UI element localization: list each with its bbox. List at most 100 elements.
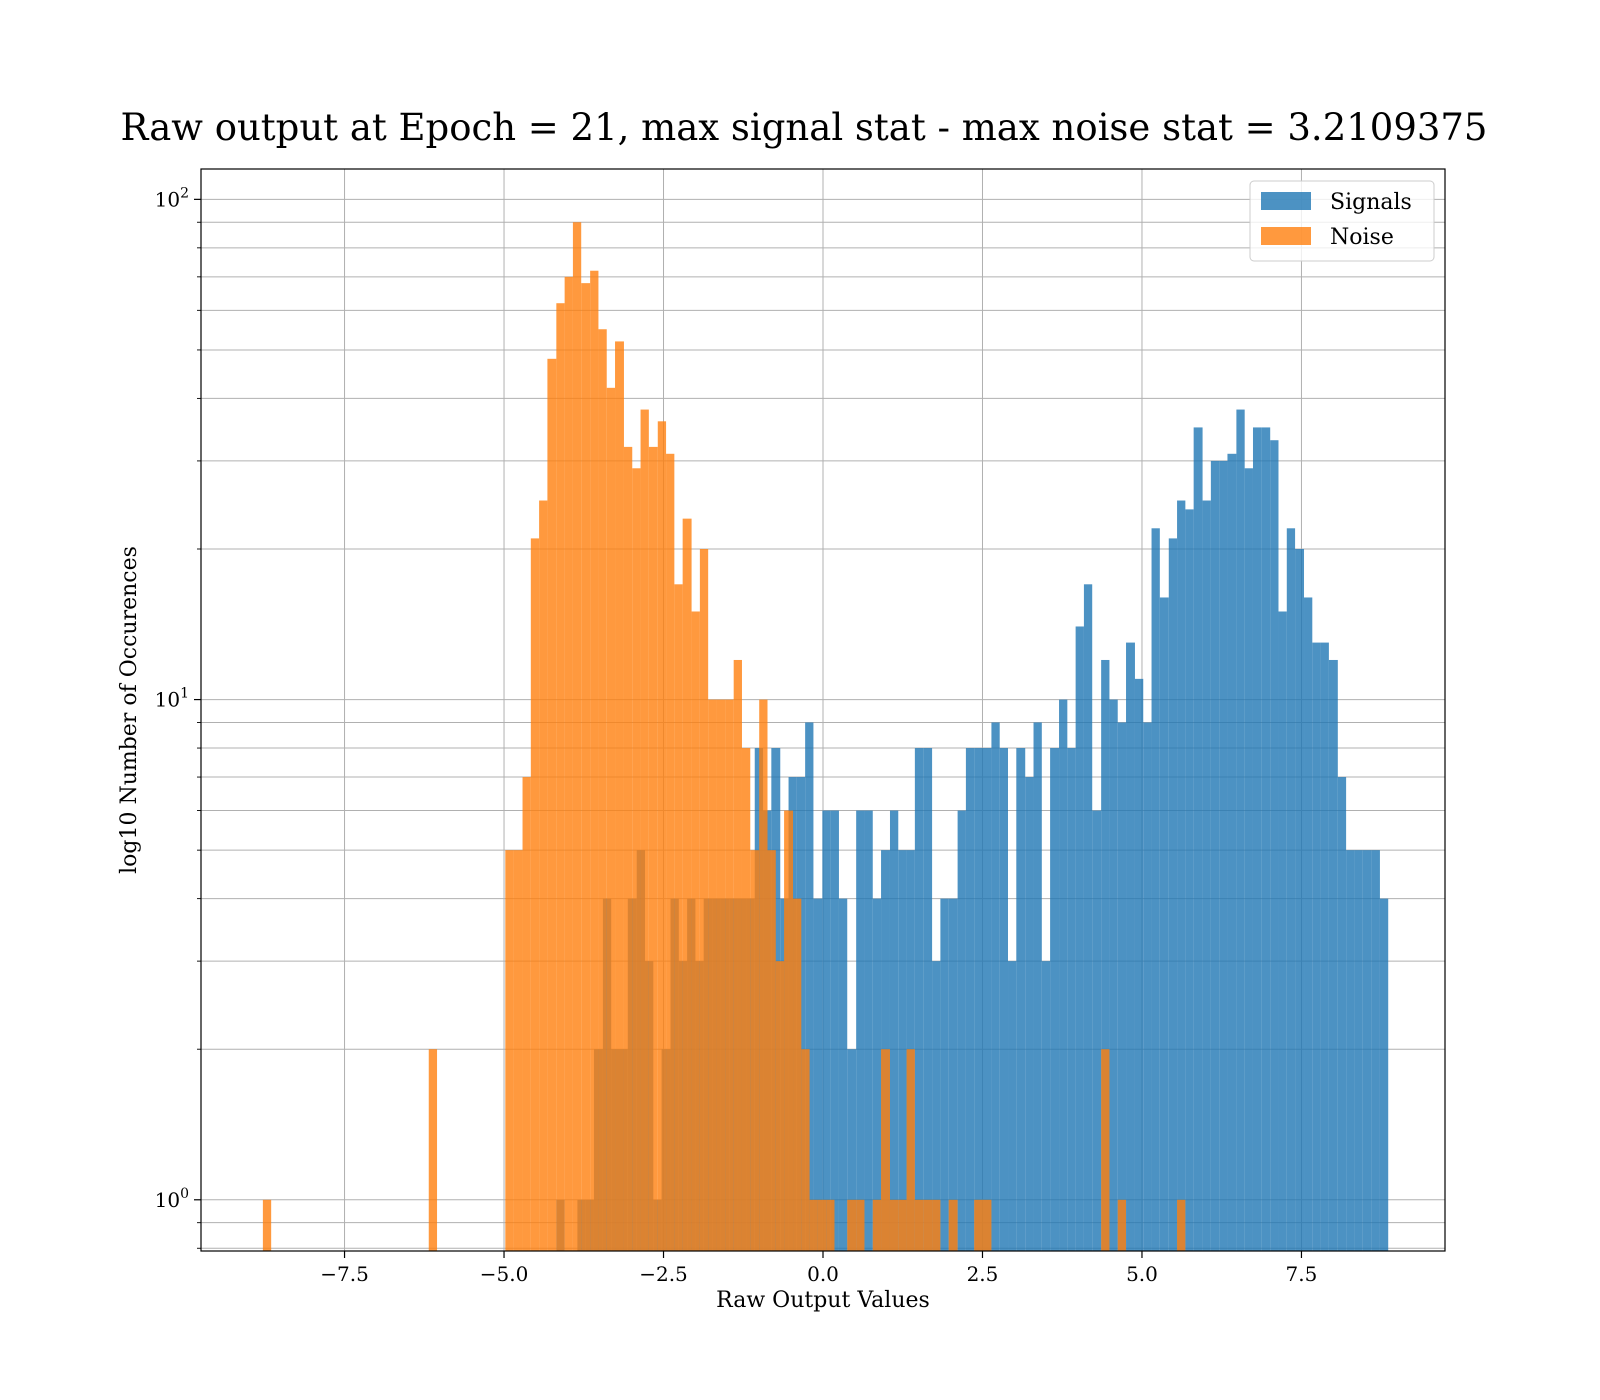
bar-signals xyxy=(1117,722,1127,1251)
bar-noise xyxy=(581,283,591,1251)
bar-signals xyxy=(1109,699,1118,1251)
legend-label-noise: Noise xyxy=(1330,225,1394,250)
bar-noise xyxy=(513,850,523,1251)
bar-noise xyxy=(632,468,641,1251)
bar-noise xyxy=(522,777,531,1251)
bar-signals xyxy=(1177,500,1186,1251)
bar-signals xyxy=(847,1049,857,1251)
bar-signals xyxy=(965,748,975,1251)
bar-signals xyxy=(1328,659,1338,1251)
ticks-layer: −7.5 −5.0 −2.5 0.0 2.5 5.0 7.5 100 101 102 xyxy=(155,185,1318,1286)
bar-signals xyxy=(923,748,933,1251)
bar-signals xyxy=(1362,850,1372,1251)
bar-signals xyxy=(991,722,1000,1251)
bar-noise xyxy=(505,850,514,1251)
bar-signals xyxy=(1346,850,1355,1251)
bar-signals xyxy=(1143,722,1152,1251)
bar-noise xyxy=(793,898,802,1251)
bar-signals xyxy=(957,810,966,1251)
bar-signals xyxy=(864,810,873,1251)
bar-noise xyxy=(826,1199,835,1251)
bar-signals xyxy=(940,898,949,1251)
bar-signals xyxy=(982,748,992,1251)
y-tick-label: 100 xyxy=(155,1186,189,1212)
bar-signals xyxy=(932,961,941,1251)
bar-signals xyxy=(1270,440,1279,1252)
bar-noise xyxy=(847,1199,857,1251)
bar-signals xyxy=(914,748,924,1251)
bar-signals xyxy=(1202,500,1211,1251)
x-tick-label: −2.5 xyxy=(639,1262,688,1286)
bar-noise xyxy=(682,518,692,1251)
bar-signals xyxy=(1008,961,1017,1251)
chart-title: Raw output at Epoch = 21, max signal sta… xyxy=(121,106,1488,149)
bar-signals xyxy=(1168,538,1178,1251)
bar-noise xyxy=(657,421,667,1251)
legend: Signals Noise xyxy=(1249,180,1435,262)
bar-signals xyxy=(1134,678,1144,1251)
bar-noise xyxy=(556,303,565,1252)
bar-signals xyxy=(1337,777,1347,1251)
bar-noise xyxy=(640,409,649,1251)
bar-signals xyxy=(813,898,823,1251)
bar-noise xyxy=(923,1199,933,1251)
bar-signals xyxy=(1050,748,1060,1251)
bar-noise xyxy=(741,748,751,1251)
bar-signals xyxy=(1371,850,1380,1251)
bar-signals xyxy=(856,810,865,1251)
plot-area: −7.5 −5.0 −2.5 0.0 2.5 5.0 7.5 100 101 102 xyxy=(155,168,1446,1286)
bar-signals xyxy=(1244,468,1253,1251)
bar-noise xyxy=(716,699,726,1251)
bar-signals xyxy=(1312,642,1321,1251)
bar-signals xyxy=(1025,777,1034,1251)
bar-noise xyxy=(547,358,557,1251)
bar-noise xyxy=(889,1199,899,1251)
bar-signals xyxy=(1227,453,1237,1251)
bar-noise xyxy=(817,1199,827,1251)
bar-noise xyxy=(598,329,607,1251)
x-tick-label: 5.0 xyxy=(1126,1262,1158,1286)
bar-noise xyxy=(767,850,776,1251)
bar-signals xyxy=(1252,427,1262,1251)
series-noise xyxy=(262,222,1186,1252)
bar-signals xyxy=(1059,699,1068,1251)
bar-noise xyxy=(539,500,548,1251)
y-axis-label: log10 Number of Occurences xyxy=(117,546,142,874)
bar-noise xyxy=(623,446,633,1251)
bar-signals xyxy=(889,810,899,1251)
bar-noise xyxy=(784,810,794,1251)
bar-signals xyxy=(1151,528,1160,1251)
legend-swatch-noise xyxy=(1261,227,1311,245)
bar-signals xyxy=(1210,460,1220,1251)
bar-signals xyxy=(805,722,814,1251)
bar-noise xyxy=(530,538,540,1251)
x-tick-label: 2.5 xyxy=(967,1262,999,1286)
bar-signals xyxy=(1320,642,1329,1251)
bar-noise xyxy=(856,1199,865,1251)
x-tick-label: −5.0 xyxy=(480,1262,529,1286)
bar-signals xyxy=(1354,850,1363,1251)
x-tick-label: −7.5 xyxy=(320,1262,369,1286)
bar-signals xyxy=(1159,597,1169,1251)
bar-noise xyxy=(872,1199,882,1251)
bar-noise xyxy=(725,699,734,1251)
bar-signals xyxy=(838,898,848,1251)
bar-signals xyxy=(1219,460,1228,1251)
bar-noise xyxy=(1177,1199,1186,1251)
bar-noise xyxy=(733,659,742,1251)
x-tick-label: 7.5 xyxy=(1286,1262,1318,1286)
bar-noise xyxy=(590,270,599,1252)
bar-signals xyxy=(1092,810,1102,1251)
bar-signals xyxy=(1278,611,1287,1251)
bar-signals xyxy=(1286,528,1296,1251)
legend-swatch-signals xyxy=(1261,192,1311,210)
bar-signals xyxy=(830,810,839,1251)
bar-noise xyxy=(691,611,700,1251)
bar-signals xyxy=(898,850,907,1251)
bar-noise xyxy=(666,453,675,1251)
bar-signals xyxy=(1261,427,1271,1251)
x-tick-label: 0.0 xyxy=(807,1262,839,1286)
bar-signals xyxy=(1379,898,1389,1251)
bar-noise xyxy=(974,1199,983,1251)
